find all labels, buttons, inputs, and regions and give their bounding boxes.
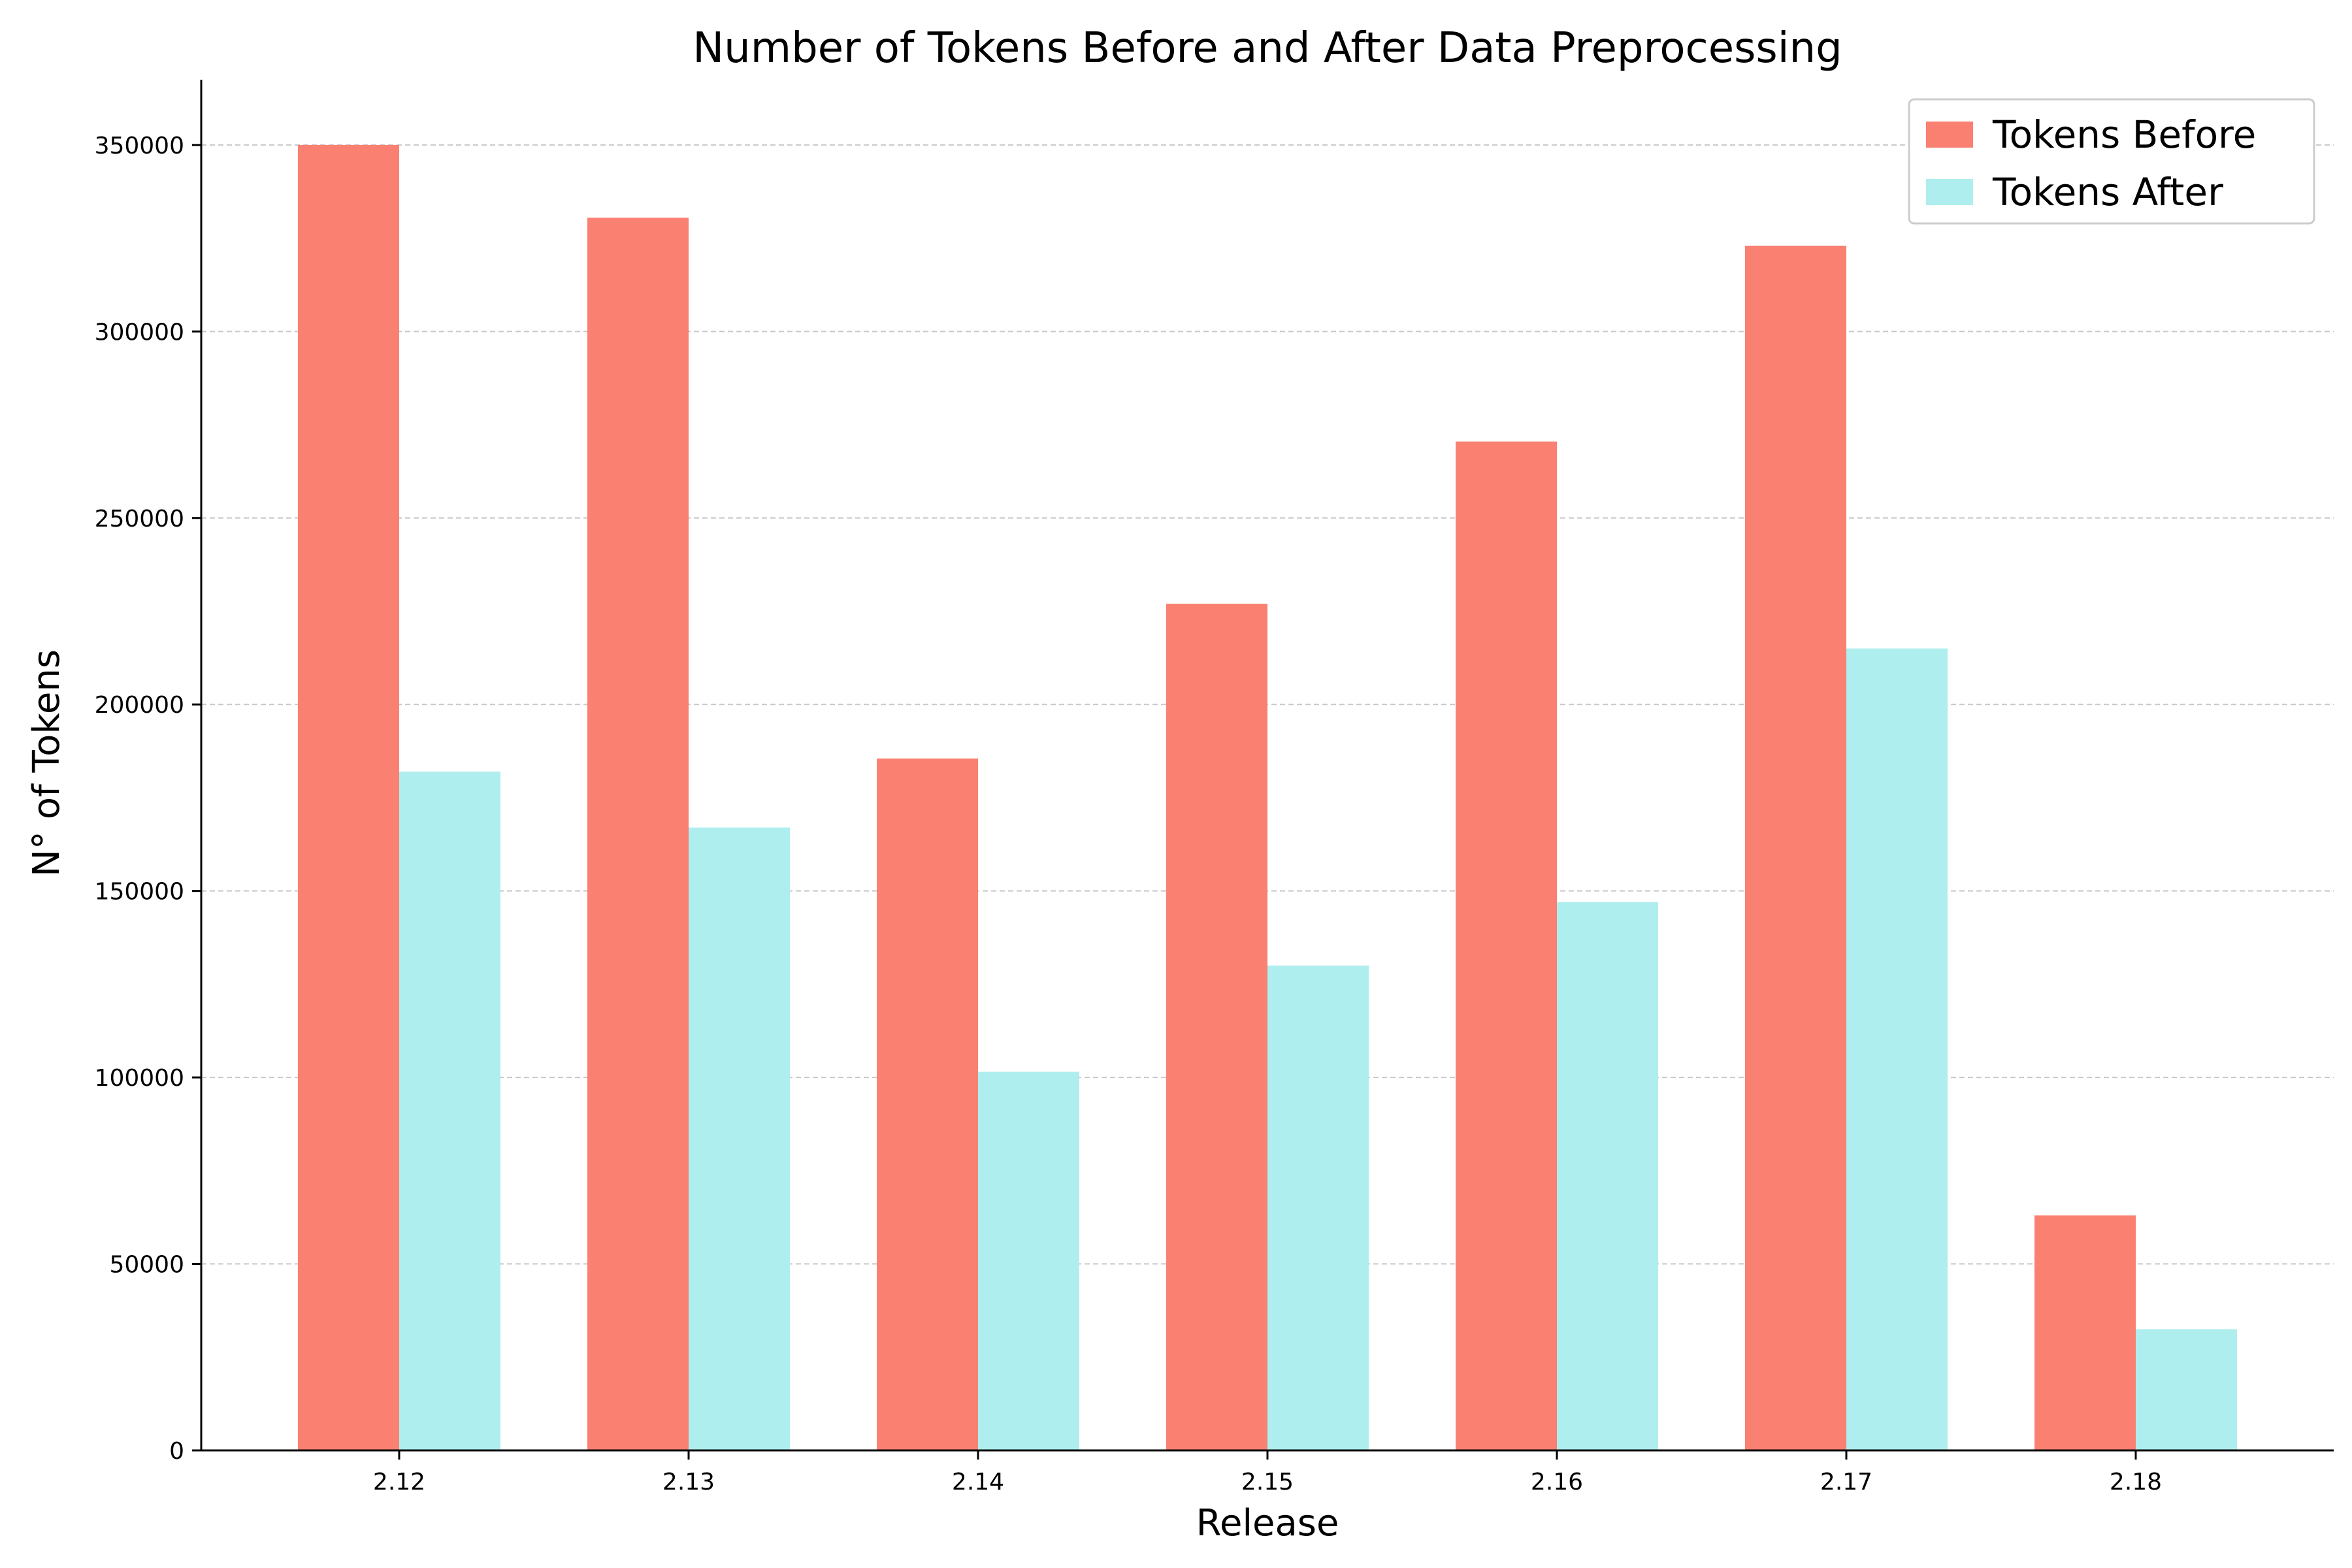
y-tick-label: 0 (169, 1438, 184, 1465)
x-tick-label: 2.15 (1241, 1469, 1294, 1495)
legend: Tokens Before Tokens After (1908, 98, 2315, 225)
legend-box (1908, 98, 2315, 225)
bars (298, 144, 2237, 1451)
y-tick-label: 350000 (95, 133, 184, 159)
bar-tokens-after-2-18 (2136, 1329, 2237, 1450)
y-tick-label: 300000 (95, 319, 184, 346)
legend-swatch (1926, 179, 1973, 205)
y-ticks: 0 50000 100000 150000 200000 250000 300000 3500… (95, 133, 201, 1465)
x-tick-label: 2.12 (373, 1469, 425, 1495)
legend-label: Tokens Before (1992, 112, 2256, 157)
x-axis-title: Release (1196, 1502, 1339, 1544)
chart-title: Number of Tokens Before and After Data P… (693, 24, 1842, 73)
bar-tokens-after-2-12 (399, 771, 500, 1450)
x-tick-label: 2.13 (662, 1469, 715, 1495)
x-ticks: 2.12 2.13 2.14 2.15 2.16 2.17 2.18 (373, 1450, 2162, 1495)
bar-tokens-after-2-13 (689, 827, 790, 1450)
legend-swatch (1926, 122, 1973, 148)
bar-tokens-before-2-13 (587, 218, 689, 1451)
bar-tokens-after-2-15 (1267, 965, 1369, 1450)
y-tick-label: 200000 (95, 692, 184, 719)
bar-tokens-before-2-17 (1745, 246, 1846, 1450)
bar-tokens-after-2-17 (1846, 648, 1948, 1450)
y-tick-label: 150000 (95, 879, 184, 906)
bar-tokens-before-2-16 (1456, 441, 1557, 1450)
y-tick-label: 50000 (109, 1252, 184, 1279)
bar-tokens-before-2-12 (298, 144, 399, 1450)
y-axis-title: N° of Tokens (25, 649, 68, 877)
y-tick-label: 250000 (95, 506, 184, 532)
bar-tokens-after-2-14 (978, 1071, 1079, 1450)
x-tick-label: 2.18 (2110, 1469, 2162, 1495)
bar-tokens-before-2-18 (2034, 1215, 2136, 1450)
bar-tokens-after-2-16 (1557, 902, 1658, 1450)
legend-label: Tokens After (1992, 170, 2223, 214)
x-tick-label: 2.17 (1820, 1469, 1872, 1495)
x-tick-label: 2.16 (1531, 1469, 1583, 1495)
bar-tokens-before-2-15 (1166, 604, 1267, 1450)
bar-tokens-before-2-14 (877, 759, 978, 1450)
y-tick-label: 100000 (95, 1065, 184, 1092)
x-tick-label: 2.14 (952, 1469, 1004, 1495)
